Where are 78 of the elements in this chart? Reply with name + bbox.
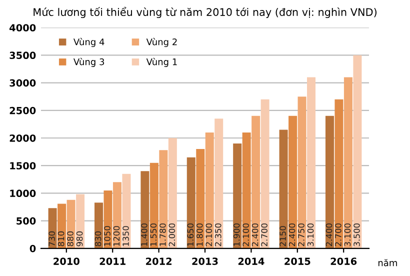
data-label: 1.400 — [141, 223, 148, 246]
bar — [214, 118, 224, 248]
bar — [252, 116, 260, 248]
data-label: 2150 — [280, 226, 286, 246]
bar — [150, 162, 158, 248]
y-tick-label: 4000 — [10, 24, 36, 32]
y-tick-label: 1500 — [10, 162, 36, 170]
legend-label: Vùng 4 — [73, 38, 104, 48]
y-tick-label: 3000 — [10, 79, 36, 87]
x-tick-label: 2013 — [192, 258, 218, 265]
data-label: 880 — [67, 231, 74, 246]
legend-label: Vùng 1 — [146, 58, 177, 67]
legend-label: Vùng 3 — [73, 58, 104, 67]
data-label: 2.400 — [252, 223, 258, 246]
y-tick-label: 1000 — [10, 190, 36, 198]
bar — [122, 174, 131, 248]
data-label: 2.100 — [206, 223, 212, 246]
bar — [344, 77, 352, 248]
bar — [233, 144, 242, 248]
x-tick-label: 2011 — [100, 258, 126, 265]
data-label: 730 — [48, 231, 55, 246]
x-tick-label: 2010 — [54, 258, 80, 265]
y-tick-label: 500 — [16, 217, 36, 225]
x-tick-label: 2014 — [238, 258, 264, 265]
data-label: 980 — [76, 231, 83, 246]
bar — [353, 55, 362, 248]
y-tick-label: 2000 — [10, 134, 36, 142]
data-label: 2.000 — [168, 223, 176, 246]
bar — [94, 202, 103, 248]
bar — [325, 116, 334, 248]
bar — [140, 171, 150, 248]
bar — [58, 204, 66, 248]
bar — [104, 190, 112, 248]
y-tick-label: 2500 — [10, 106, 36, 114]
bar — [334, 99, 344, 248]
data-label: 2.400 — [288, 223, 296, 246]
bar — [112, 182, 122, 248]
data-label: 3.100 — [307, 223, 314, 246]
x-tick-label: 2016 — [330, 258, 357, 265]
y-tick-label: 0 — [30, 244, 36, 252]
bar — [307, 77, 316, 248]
bar — [48, 208, 57, 248]
bar — [186, 157, 196, 248]
data-label: 2.700 — [261, 223, 268, 246]
chart-title: Mức lương tối thiểu vùng từ năm 2010 tới nay (đơn vị: nghìn VND) — [34, 6, 376, 18]
data-label: 2.350 — [214, 223, 222, 246]
x-axis-title: năm — [378, 259, 397, 266]
data-label: 810 — [58, 231, 64, 246]
bar — [159, 150, 168, 248]
data-label: 2.700 — [335, 223, 342, 246]
data-label: 1350 — [122, 226, 129, 246]
bar — [66, 200, 76, 248]
data-label: 2.100 — [242, 223, 249, 246]
data-label: 3.500 — [354, 223, 360, 246]
data-label: 830 — [94, 231, 102, 246]
data-label: 3.100 — [344, 223, 351, 246]
data-label: 2.750 — [298, 223, 304, 246]
data-label: 1200 — [113, 226, 120, 246]
data-label: 1.780 — [160, 223, 166, 246]
data-label: 1.800 — [196, 223, 203, 246]
x-tick-label: 2012 — [146, 258, 172, 265]
bar — [168, 138, 177, 248]
bar — [76, 194, 85, 248]
bar — [279, 130, 288, 248]
y-tick-label: 3500 — [10, 52, 36, 60]
bar — [196, 149, 205, 248]
bar — [242, 132, 251, 248]
bar — [298, 96, 306, 248]
data-label: 1.900 — [233, 223, 240, 246]
x-tick-label: 2015 — [284, 258, 310, 265]
legend-label: Vùng 2 — [146, 38, 177, 48]
data-label: 1050 — [104, 226, 110, 246]
bar — [205, 132, 214, 248]
data-label: 2.400 — [326, 223, 332, 246]
data-label: 1.550 — [150, 223, 157, 246]
bar — [288, 116, 298, 248]
data-label: 1.650 — [187, 223, 194, 246]
bar — [260, 99, 270, 248]
